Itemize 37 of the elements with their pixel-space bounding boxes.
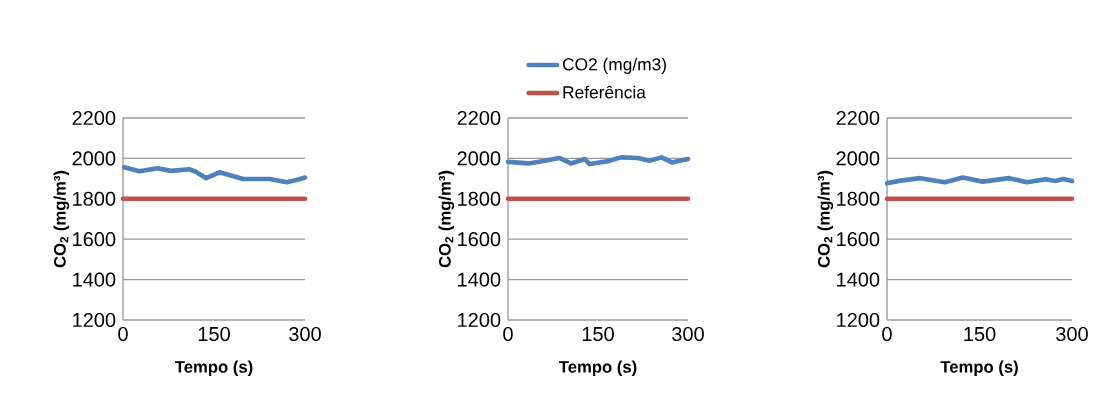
y-tick-label: 1400 (837, 272, 880, 287)
y-tick-label: 2000 (836, 151, 880, 166)
x-tick-label: 0 (882, 326, 892, 342)
x-axis-title: Tempo (s) (175, 360, 253, 377)
x-axis-title: Tempo (s) (558, 360, 637, 377)
x-tick-label: 150 (964, 326, 996, 342)
y-axis-title: CO$_{2}$ (mg/m³) (53, 170, 70, 268)
y-axis-title: CO$_{2}$ (mg/m³) (817, 170, 834, 268)
legend-label: Referência (563, 85, 646, 99)
x-tick-label: 300 (672, 326, 704, 342)
y-tick-label: 1400 (73, 272, 116, 287)
legend-label: CO2 (mg/m3) (562, 57, 666, 74)
y-tick-label: 2000 (457, 151, 501, 166)
y-tick-label: 2000 (72, 151, 116, 166)
y-tick-label: 1200 (73, 312, 116, 328)
y-tick-label: 2200 (457, 110, 501, 126)
line-series (505, 155, 691, 167)
y-tick-label: 2200 (72, 110, 116, 126)
y-tick-label: 1800 (458, 191, 501, 206)
x-tick-label: 300 (1056, 326, 1088, 342)
line-series (121, 164, 308, 185)
y-tick-label: 1400 (458, 272, 501, 287)
x-tick-label: 150 (198, 326, 230, 342)
x-tick-label: 0 (118, 326, 128, 342)
y-tick-label: 1600 (73, 232, 116, 247)
x-tick-label: 300 (289, 326, 321, 342)
y-tick-label: 2200 (836, 110, 880, 126)
y-axis-title: CO$_{2}$ (mg/m³) (438, 170, 455, 268)
y-tick-label: 1200 (837, 312, 880, 328)
y-tick-label: 1800 (73, 191, 116, 206)
x-axis-title: Tempo (s) (940, 360, 1018, 377)
x-tick-label: 150 (582, 326, 614, 342)
x-tick-label: 0 (503, 326, 513, 342)
y-tick-label: 1600 (837, 232, 880, 247)
y-tick-label: 1200 (458, 312, 501, 328)
y-tick-label: 1800 (837, 191, 880, 206)
y-tick-label: 1600 (458, 232, 501, 247)
